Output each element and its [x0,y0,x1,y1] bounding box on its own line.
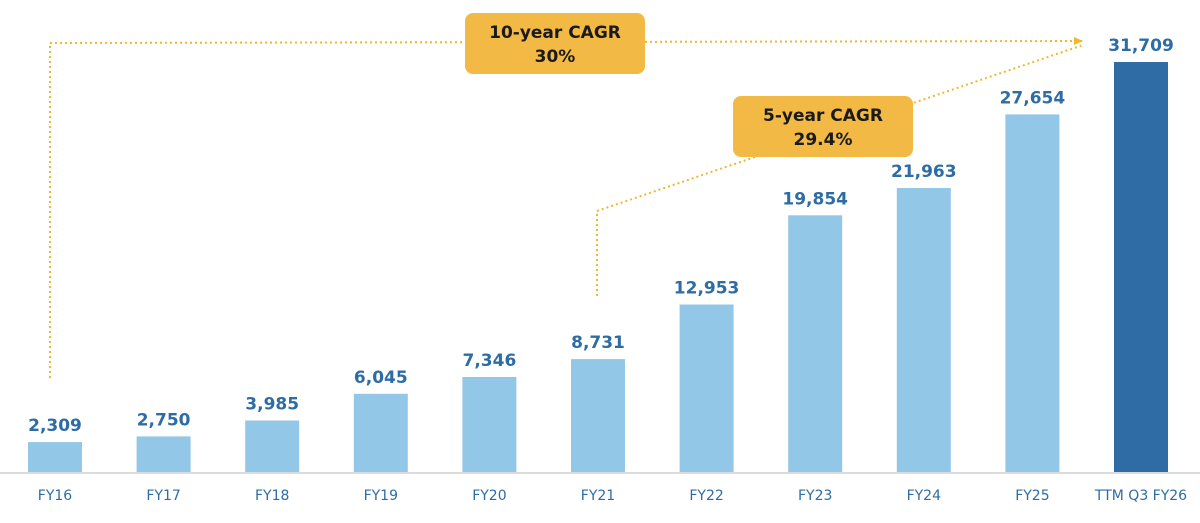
bar-fy19 [353,393,408,472]
value-label-fy25: 27,654 [1000,88,1066,108]
tick-label-ttm-q3-fy26: TTM Q3 FY26 [1094,488,1187,504]
bar-fy16 [28,442,82,472]
bar-fy18 [245,420,300,472]
ten-year-cagr-title: 10-year CAGR [489,23,621,43]
value-labels-group: 2,309 2,750 3,985 6,045 7,346 8,731 12,953 19,8… [28,36,1174,436]
bar-fy24 [896,188,951,472]
x-tick-labels-group: FY16 FY17 FY18 FY19 FY20 FY21 FY22 FY23 FY24 FY25… [38,488,1187,504]
bar-fy22 [679,304,734,472]
tick-label-fy20: FY20 [472,488,506,504]
tick-label-fy24: FY24 [907,488,942,504]
value-label-fy19: 6,045 [354,368,408,388]
bar-ttm-q3-fy26 [1114,62,1168,472]
value-label-fy22: 12,953 [674,279,740,299]
tick-label-fy19: FY19 [364,488,398,504]
value-label-fy18: 3,985 [245,395,299,415]
value-label-fy21: 8,731 [571,333,625,353]
value-label-fy20: 7,346 [463,351,517,371]
value-label-fy17: 2,750 [137,410,191,430]
bar-fy25 [1005,114,1060,473]
value-label-fy23: 19,854 [782,189,848,209]
bars-group [28,62,1168,473]
tick-label-fy23: FY23 [798,488,832,504]
tick-label-fy25: FY25 [1015,488,1049,504]
ten-year-cagr-arrow [49,37,1083,378]
ten-year-cagr-value: 30% [535,47,576,67]
bar-fy23 [788,215,843,473]
tick-label-fy22: FY22 [689,488,723,504]
tick-label-fy16: FY16 [38,488,73,504]
bar-fy17 [136,436,191,472]
five-year-cagr-value: 29.4% [794,130,853,150]
value-label-ttm-q3-fy26: 31,709 [1108,36,1174,56]
five-year-cagr-callout: 5-year CAGR 29.4% [733,96,913,157]
bar-fy20 [462,377,517,472]
value-label-fy24: 21,963 [891,162,957,182]
tick-label-fy18: FY18 [255,488,289,504]
ten-year-cagr-callout: 10-year CAGR 30% [465,13,645,74]
tick-label-fy17: FY17 [146,488,180,504]
five-year-cagr-arrow [596,44,1084,296]
bar-fy21 [571,359,625,472]
five-year-cagr-title: 5-year CAGR [763,106,883,126]
tick-label-fy21: FY21 [581,488,615,504]
value-label-fy16: 2,309 [28,416,82,436]
